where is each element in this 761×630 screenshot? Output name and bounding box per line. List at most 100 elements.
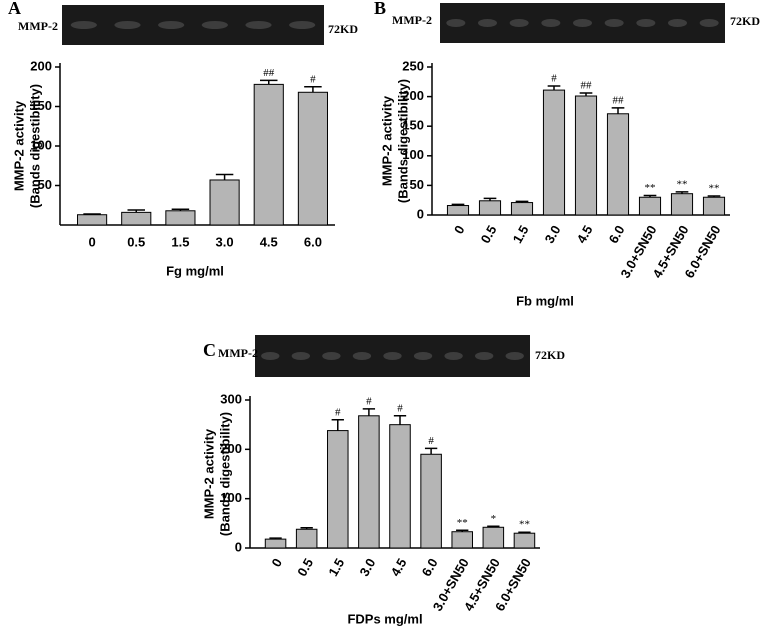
bar (510, 202, 534, 216)
x-tick-label: 4.5 (260, 234, 278, 249)
y-tick-label: 50 (38, 177, 52, 192)
bar (446, 205, 470, 216)
bar (121, 211, 152, 226)
error-bar (547, 85, 561, 91)
bar (606, 113, 630, 216)
y-tick-label: 150 (402, 118, 424, 133)
y-tick-label: 200 (402, 88, 424, 103)
panel-letter: B (374, 0, 386, 18)
error-bar (579, 92, 593, 97)
blot-band (541, 19, 561, 27)
significance-mark: # (428, 435, 434, 447)
significance-mark: # (397, 402, 403, 414)
y-tick-label: 300 (220, 391, 242, 406)
blot-band (114, 21, 141, 29)
bar (327, 430, 349, 549)
bar (513, 532, 536, 549)
bar (297, 91, 328, 226)
blot-band (291, 352, 311, 360)
blot-band (475, 352, 494, 360)
error-bar (171, 208, 190, 211)
blot-band (322, 352, 341, 360)
significance-mark: ** (519, 519, 530, 531)
error-bar (707, 195, 721, 198)
error-bar (675, 191, 689, 194)
x-tick-label: 3.0 (216, 234, 234, 249)
y-axis-label: MMP-2 activity (11, 100, 26, 191)
blot-band (413, 352, 433, 360)
blot-band (668, 19, 687, 27)
x-tick-label: 0.5 (294, 556, 316, 579)
y-tick-label: 0 (417, 206, 424, 221)
error-bar (304, 86, 322, 93)
blot-band (478, 19, 497, 27)
y-tick-label: 200 (30, 58, 52, 73)
x-tick-label: 4.5 (388, 556, 410, 579)
blot-band (245, 21, 272, 29)
bar (295, 528, 318, 549)
y-tick-label: 100 (402, 147, 424, 162)
error-bar (362, 408, 376, 416)
x-tick-label: 3.0 (542, 223, 564, 246)
blot-band (70, 21, 97, 29)
y-tick-label: 0 (235, 539, 242, 554)
blot-band (289, 21, 316, 29)
error-bar (300, 527, 313, 530)
blot-band (446, 19, 466, 27)
x-tick-label: 1.5 (325, 556, 347, 579)
significance-mark: ** (457, 517, 468, 529)
bar (638, 196, 662, 216)
significance-mark: ** (709, 183, 720, 195)
error-bar (215, 173, 234, 180)
significance-mark: # (551, 72, 557, 84)
error-bar (456, 529, 469, 532)
bar (574, 95, 598, 216)
error-bar (643, 194, 657, 198)
error-bar (127, 209, 145, 213)
significance-mark: # (366, 395, 372, 407)
x-tick-label: 6.0 (419, 556, 441, 579)
panel-letter: A (8, 0, 21, 18)
y-tick-label: 50 (410, 177, 424, 192)
y-tick-label: 250 (402, 58, 424, 73)
error-bar (393, 415, 407, 425)
bar (358, 415, 380, 549)
bar (209, 179, 240, 226)
y-axis-label: MMP-2 activity (379, 95, 394, 186)
blot-band (699, 19, 719, 27)
blot-band (261, 352, 280, 360)
y-tick-label: 200 (220, 441, 242, 456)
blot-label: MMP-2 (18, 19, 58, 33)
bar (165, 210, 196, 226)
y-tick-label: 100 (30, 137, 52, 152)
blot-marker: 72KD (730, 14, 760, 28)
panel-letter: C (203, 340, 216, 360)
bar (451, 531, 473, 549)
significance-mark: ** (645, 182, 656, 194)
bar (478, 200, 502, 216)
error-bar (518, 531, 531, 534)
x-axis-label: Fb mg/ml (516, 293, 574, 308)
significance-mark: * (491, 513, 497, 525)
blot-band (352, 352, 372, 360)
x-tick-label: 0 (269, 556, 286, 570)
blot-band (573, 19, 592, 27)
significance-mark: ## (263, 67, 275, 79)
blot-band (604, 19, 624, 27)
blot-band (505, 352, 524, 360)
blot-marker: 72KD (328, 22, 358, 36)
blot-label: MMP-2 (392, 13, 432, 27)
y-tick-label: 150 (30, 98, 52, 113)
blot-band (201, 21, 228, 29)
error-bar (515, 200, 529, 203)
bar (264, 538, 287, 549)
significance-mark: ** (677, 178, 688, 190)
error-bar (269, 537, 282, 540)
y-axis-label: (Bands digestibility) (217, 412, 232, 536)
x-tick-label: 0 (451, 223, 468, 237)
x-axis-label: FDPs mg/ml (347, 611, 422, 626)
error-bar (611, 107, 625, 114)
bar (389, 424, 411, 549)
bar (77, 214, 108, 226)
blot-marker: 72KD (535, 348, 565, 362)
